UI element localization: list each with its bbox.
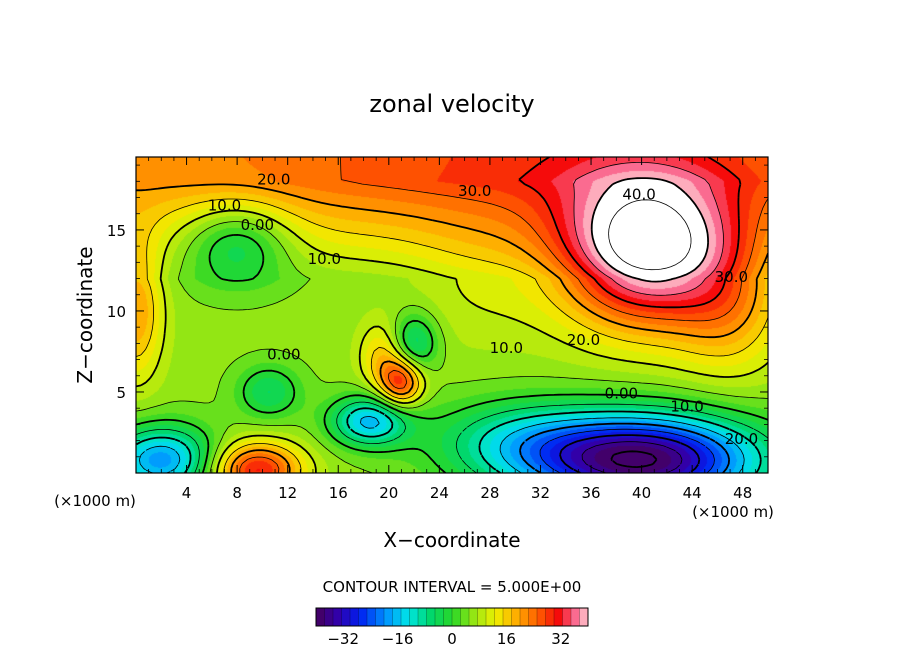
x-tick-label: 12 bbox=[278, 484, 297, 502]
colorbar-cell bbox=[520, 608, 529, 626]
y-axis-label: Z−coordinate bbox=[73, 246, 97, 383]
colorbar-cell bbox=[401, 608, 410, 626]
x-axis-unit-left: (×1000 m) bbox=[54, 492, 136, 510]
contour-line--40 bbox=[610, 450, 658, 468]
x-tick-label: 32 bbox=[531, 484, 550, 502]
contour-label: 10.0 bbox=[208, 197, 241, 215]
colorbar-cell bbox=[358, 608, 368, 626]
contour-line--35 bbox=[581, 441, 683, 473]
contour-lines bbox=[136, 157, 768, 473]
contour-line-40 bbox=[590, 177, 709, 283]
contour-line--5 bbox=[136, 401, 768, 473]
colorbar-tick-label: 32 bbox=[551, 630, 570, 648]
colorbar-cell bbox=[443, 608, 453, 626]
colorbar-cell bbox=[384, 608, 393, 626]
x-tick-label: 8 bbox=[232, 484, 242, 502]
contour-line-5 bbox=[136, 221, 768, 473]
contour-label: 30.0 bbox=[458, 182, 491, 200]
contour-line-30 bbox=[518, 157, 742, 309]
x-axis-unit-right: (×1000 m) bbox=[692, 503, 774, 521]
contour-label: 20.0 bbox=[567, 331, 600, 349]
y-tick-label: 10 bbox=[107, 303, 126, 321]
colorbar-cell bbox=[392, 608, 402, 626]
colorbar-frame bbox=[315, 607, 589, 627]
colorbar-cell bbox=[469, 608, 478, 626]
colorbar-cell bbox=[528, 608, 538, 626]
contour-line-10 bbox=[136, 209, 768, 473]
colorbar-cell bbox=[486, 608, 495, 626]
colorbar-cell bbox=[435, 608, 444, 626]
colorbar-cell bbox=[503, 608, 512, 626]
contour-line-45 bbox=[608, 199, 692, 271]
contour-label: 40.0 bbox=[622, 185, 655, 203]
contour-label: 0.00 bbox=[241, 216, 274, 234]
y-tick-label: 5 bbox=[116, 384, 126, 402]
colorbar-cell bbox=[460, 608, 470, 626]
contour-label: 10.0 bbox=[490, 339, 523, 357]
x-tick-label: 4 bbox=[182, 484, 192, 502]
colorbar-cell bbox=[367, 608, 376, 626]
contour-label: 0.00 bbox=[267, 346, 300, 364]
contour-line-20 bbox=[136, 183, 768, 473]
contour-line--20 bbox=[519, 422, 730, 473]
contour-label: 10.0 bbox=[308, 250, 341, 268]
x-tick-label: 40 bbox=[632, 484, 651, 502]
colorbar-cell bbox=[316, 608, 325, 626]
colorbar-cell bbox=[426, 608, 436, 626]
contour-label: 0.00 bbox=[605, 385, 638, 403]
colorbar-cell bbox=[571, 608, 580, 626]
contour-line-0 bbox=[136, 234, 768, 473]
contour-line-35 bbox=[573, 162, 724, 296]
x-axis-label: X−coordinate bbox=[383, 528, 520, 552]
contour-interval-text: CONTOUR INTERVAL = 5.000E+00 bbox=[323, 578, 582, 596]
y-tick-label: 15 bbox=[107, 222, 126, 240]
colorbar-tick-label: 16 bbox=[497, 630, 516, 648]
contour-label: 10.0 bbox=[670, 398, 703, 416]
contour-line-25 bbox=[239, 157, 768, 473]
colorbar-cell bbox=[537, 608, 546, 626]
colorbar-cell bbox=[452, 608, 461, 626]
y-axis-ticks: 5 10 15 bbox=[107, 164, 768, 458]
colorbar-cell bbox=[350, 608, 359, 626]
colorbar-cell bbox=[418, 608, 427, 626]
colorbar-tick-label: −32 bbox=[327, 630, 359, 648]
colorbar-cell bbox=[324, 608, 334, 626]
colorbar-cell bbox=[511, 608, 521, 626]
contour-label: 20.0 bbox=[725, 430, 758, 448]
x-tick-label: 20 bbox=[379, 484, 398, 502]
x-tick-label: 16 bbox=[329, 484, 348, 502]
colorbar bbox=[315, 607, 589, 627]
colorbar-tick-label: 0 bbox=[447, 630, 457, 648]
colorbar-cell bbox=[341, 608, 351, 626]
x-tick-label: 48 bbox=[733, 484, 752, 502]
contour-line-15 bbox=[136, 198, 768, 473]
colorbar-cell bbox=[554, 608, 563, 626]
colorbar-cell bbox=[579, 608, 589, 626]
colorbar-cell bbox=[477, 608, 487, 626]
x-tick-label: 36 bbox=[581, 484, 600, 502]
x-tick-label: 28 bbox=[480, 484, 499, 502]
x-tick-label: 44 bbox=[683, 484, 702, 502]
x-axis-ticks: 4 8 12 16 20 24 28 32 36 40 44 48 bbox=[148, 157, 756, 502]
chart-title: zonal velocity bbox=[369, 90, 534, 118]
colorbar-cell bbox=[562, 608, 572, 626]
contour-label: 30.0 bbox=[715, 268, 748, 286]
x-tick-label: 24 bbox=[430, 484, 449, 502]
contour-line--15 bbox=[139, 416, 745, 473]
colorbar-cell bbox=[375, 608, 385, 626]
contour-line--30 bbox=[559, 434, 701, 473]
contour-label: 20.0 bbox=[257, 171, 290, 189]
colorbar-cell bbox=[494, 608, 504, 626]
colorbar-cell bbox=[409, 608, 419, 626]
colorbar-cell bbox=[333, 608, 342, 626]
colorbar-labels: −32 −16 0 16 32 bbox=[327, 630, 570, 648]
colorbar-tick-label: −16 bbox=[382, 630, 414, 648]
colorbar-cell bbox=[545, 608, 555, 626]
